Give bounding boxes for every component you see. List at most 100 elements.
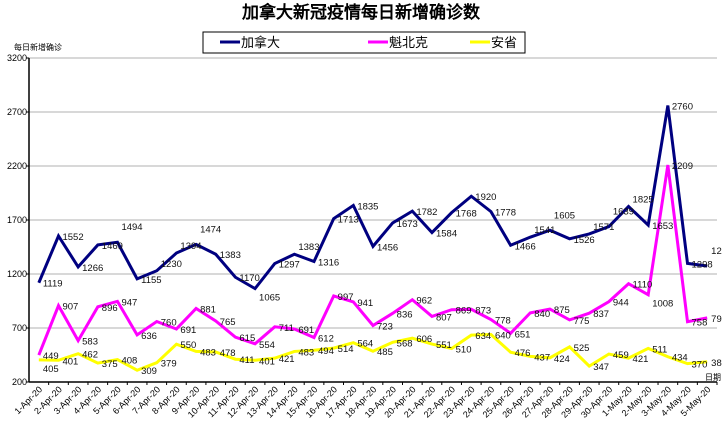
data-label: 896 — [102, 303, 118, 314]
data-label: 551 — [436, 340, 452, 351]
data-label: 511 — [652, 344, 667, 355]
data-label: 1782 — [416, 207, 437, 218]
data-label: 1653 — [652, 221, 673, 232]
data-label: 941 — [357, 298, 373, 309]
data-label: 483 — [298, 347, 314, 358]
data-label: 873 — [475, 305, 491, 316]
y-tick-label: 3200 — [7, 53, 27, 63]
data-label: 550 — [180, 340, 196, 351]
data-label: 1778 — [495, 208, 516, 219]
data-label: 437 — [534, 352, 550, 363]
data-label: 907 — [62, 302, 78, 313]
legend: 加拿大 魁北克 安省 — [202, 31, 526, 54]
data-label: 962 — [416, 296, 432, 307]
data-label: 1713 — [338, 215, 359, 226]
data-label: 370 — [692, 360, 708, 371]
data-label: 1274 — [711, 246, 722, 257]
data-label: 459 — [613, 350, 629, 361]
data-label: 387 — [711, 358, 722, 369]
data-label: 375 — [102, 359, 118, 370]
data-label: 494 — [318, 346, 334, 357]
data-label: 1155 — [141, 275, 161, 286]
series-line-1 — [37, 164, 708, 356]
y-tick-label: 1200 — [7, 269, 27, 279]
data-label: 640 — [495, 330, 511, 341]
data-label: 411 — [239, 355, 254, 366]
y-tick-label: 2200 — [7, 161, 27, 171]
data-label: 449 — [43, 351, 59, 362]
data-label: 869 — [456, 306, 472, 317]
data-label: 568 — [397, 338, 413, 349]
data-label: 1469 — [102, 241, 123, 252]
y-tick-label: 200 — [12, 377, 27, 387]
data-label: 836 — [397, 309, 413, 320]
data-label: 2209 — [672, 161, 693, 172]
data-label: 379 — [161, 359, 177, 370]
data-label: 405 — [43, 364, 59, 375]
legend-label: 加拿大 — [241, 35, 280, 51]
data-label: 615 — [239, 333, 255, 344]
data-label: 775 — [574, 316, 590, 327]
data-label: 691 — [180, 325, 196, 336]
data-label: 636 — [141, 331, 157, 342]
data-label: 765 — [220, 317, 236, 328]
data-label: 1170 — [239, 273, 259, 284]
data-label: 691 — [298, 325, 314, 336]
data-label: 2760 — [672, 102, 693, 113]
data-label: 1266 — [82, 263, 103, 274]
data-label: 1673 — [397, 219, 418, 230]
data-label: 485 — [377, 347, 393, 358]
data-label: 944 — [613, 298, 629, 309]
data-label: 583 — [82, 337, 98, 348]
legend-label: 安省 — [491, 36, 517, 51]
data-label: 1110 — [633, 280, 653, 291]
y-tick-label: 1700 — [7, 215, 27, 225]
data-label: 1920 — [475, 192, 496, 203]
data-label: 1383 — [298, 242, 319, 253]
data-label: 1825 — [633, 195, 654, 206]
data-label: 947 — [121, 297, 137, 308]
data-label: 794 — [711, 314, 722, 325]
data-label: 723 — [377, 322, 393, 333]
data-label: 424 — [554, 354, 570, 365]
data-label: 483 — [200, 347, 216, 358]
data-label: 1494 — [121, 222, 142, 233]
chart-title: 加拿大新冠疫情每日新增确诊数 — [241, 2, 481, 23]
data-label: 421 — [279, 354, 295, 365]
data-label: 1584 — [436, 229, 457, 240]
data-label: 1639 — [613, 207, 634, 218]
legend-box — [202, 31, 526, 54]
data-label: 651 — [515, 329, 531, 340]
data-label: 837 — [593, 309, 609, 320]
data-label: 1768 — [456, 209, 477, 220]
x-axis-label: 日期 — [705, 373, 721, 382]
series-line-0 — [37, 105, 708, 291]
data-label: 1383 — [220, 250, 241, 261]
data-label: 1474 — [200, 224, 221, 235]
data-label: 1526 — [574, 235, 595, 246]
data-label: 347 — [593, 362, 609, 373]
data-label: 510 — [456, 345, 472, 356]
data-label: 1065 — [259, 293, 280, 304]
data-label: 1298 — [692, 259, 713, 270]
data-label: 1835 — [357, 201, 378, 212]
data-label: 564 — [357, 339, 373, 350]
data-label: 1230 — [161, 259, 182, 270]
data-label: 1297 — [279, 260, 300, 271]
data-label: 1316 — [318, 257, 339, 268]
data-label: 514 — [338, 344, 354, 355]
data-label: 997 — [338, 292, 354, 303]
data-label: 476 — [515, 348, 531, 359]
data-label: 408 — [121, 356, 137, 367]
y-tick-label: 700 — [12, 323, 27, 333]
data-label: 711 — [279, 323, 294, 334]
legend-label: 魁北克 — [389, 35, 428, 51]
data-label: 462 — [82, 350, 98, 361]
data-label: 309 — [141, 366, 157, 377]
data-label: 1456 — [377, 242, 398, 253]
data-label: 760 — [161, 318, 177, 329]
data-label: 1605 — [554, 210, 575, 221]
data-label: 1466 — [515, 241, 536, 252]
data-label: 881 — [200, 304, 216, 315]
